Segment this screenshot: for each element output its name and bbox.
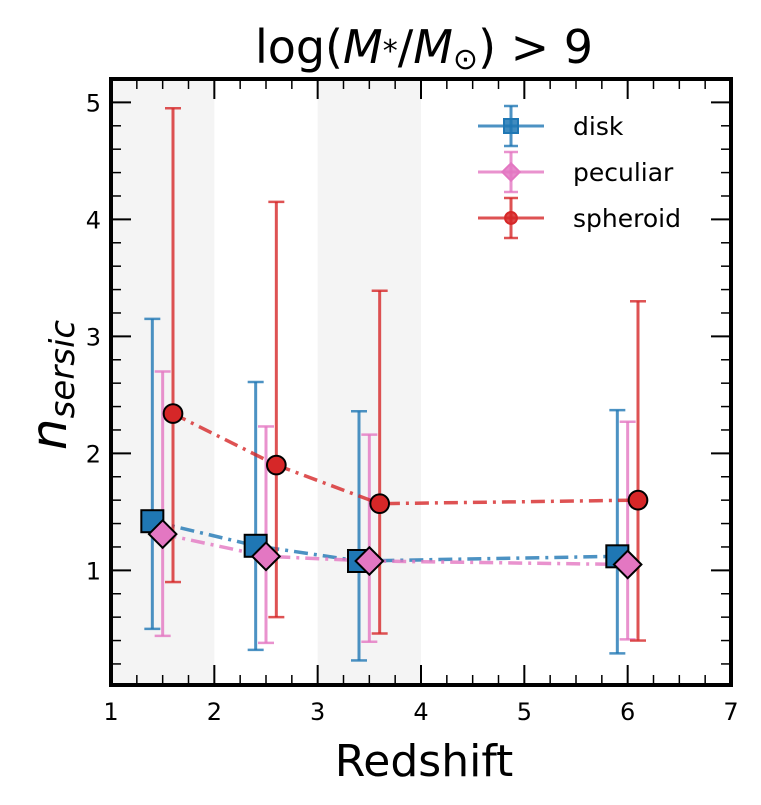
peculiar-point (612, 549, 643, 580)
x-tick-label: 2 (207, 698, 222, 726)
peculiar-point (250, 541, 282, 572)
legend-marker (500, 161, 522, 183)
shaded-bands (111, 79, 421, 685)
peculiar-point (147, 518, 178, 550)
y-axis-title: nsersic (20, 320, 83, 450)
x-tick-label: 7 (723, 698, 738, 726)
legend-item-disk: disk (478, 104, 624, 148)
legend-label: disk (573, 112, 624, 141)
x-axis-title: Redshift (335, 736, 514, 787)
legend-marker (504, 211, 518, 225)
series-disk-errorbars (144, 317, 626, 662)
chart-title: log(M*/M⊙) > 9 (255, 20, 593, 77)
legend-label: peculiar (573, 158, 674, 187)
series-peculiar-line (162, 532, 628, 567)
y-tick-label: 3 (86, 323, 101, 351)
series-spheroid-errorbars (165, 106, 646, 642)
spheroid-point (162, 403, 184, 424)
y-tick-label: 4 (86, 206, 101, 234)
x-tick-label: 5 (517, 698, 532, 726)
spheroid-point (265, 454, 287, 476)
y-tick-label: 2 (86, 440, 101, 468)
y-tick-labels: 1 2 3 4 5 (86, 89, 101, 585)
legend-marker (503, 118, 519, 134)
plot-frame (109, 77, 733, 687)
peculiar-point (354, 545, 385, 577)
x-tick-labels: 1 2 3 4 5 6 7 (103, 698, 738, 726)
spheroid-point (369, 493, 391, 515)
series-disk-line (151, 519, 618, 563)
x-tick-label: 3 (310, 698, 325, 726)
legend-item-peculiar: peculiar (478, 150, 674, 194)
series-peculiar-points (147, 518, 643, 580)
x-tick-label: 1 (103, 698, 118, 726)
series-spheroid-line (172, 412, 639, 506)
series-spheroid-points (162, 403, 649, 515)
series-layer (140, 106, 649, 662)
y-tick-label: 5 (86, 89, 101, 117)
spheroid-point (627, 489, 649, 511)
y-tick-label: 1 (86, 557, 101, 585)
x-tick-label: 6 (620, 698, 635, 726)
legend: disk peculiar spheroid (478, 104, 681, 240)
legend-item-spheroid: spheroid (478, 196, 681, 240)
legend-label: spheroid (573, 204, 681, 233)
x-tick-label: 4 (413, 698, 428, 726)
